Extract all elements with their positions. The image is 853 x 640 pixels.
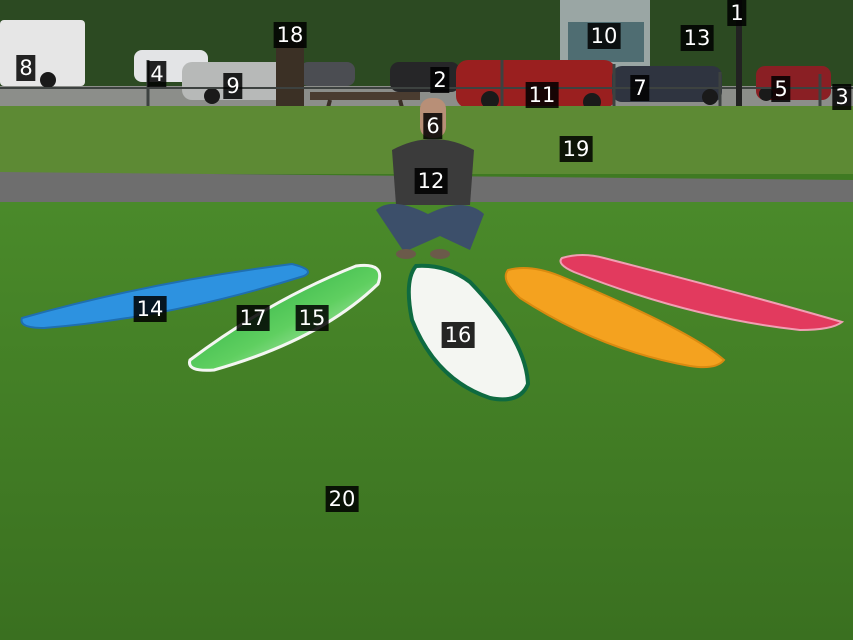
tree-trunk bbox=[276, 40, 304, 112]
label-tag-1: 1 bbox=[727, 0, 747, 26]
label-tag-7: 7 bbox=[630, 75, 650, 101]
label-tag-19: 19 bbox=[559, 136, 593, 162]
person-shoe-left bbox=[396, 249, 416, 259]
label-tag-6: 6 bbox=[423, 113, 443, 139]
person-shoe-right bbox=[430, 249, 450, 259]
surfboard-red bbox=[559, 254, 845, 332]
label-tag-17: 17 bbox=[236, 305, 270, 331]
person-legs bbox=[376, 203, 484, 252]
surfboard-green bbox=[188, 263, 382, 372]
label-tag-10: 10 bbox=[587, 23, 621, 49]
label-tag-2: 2 bbox=[430, 67, 450, 93]
label-tag-20: 20 bbox=[325, 486, 359, 512]
label-tag-14: 14 bbox=[133, 296, 167, 322]
label-tag-8: 8 bbox=[16, 55, 36, 81]
label-tag-3: 3 bbox=[832, 84, 852, 110]
picnic-table-top bbox=[310, 92, 420, 100]
label-tag-5: 5 bbox=[771, 76, 791, 102]
pole bbox=[736, 0, 742, 128]
label-tag-16: 16 bbox=[441, 322, 475, 348]
dark-car-back bbox=[300, 62, 355, 86]
label-tag-18: 18 bbox=[273, 22, 307, 48]
label-tag-15: 15 bbox=[295, 305, 329, 331]
surfboard-yellow bbox=[504, 267, 726, 369]
label-tag-4: 4 bbox=[147, 61, 167, 87]
label-tag-11: 11 bbox=[525, 82, 559, 108]
label-tag-9: 9 bbox=[223, 73, 243, 99]
label-tag-12: 12 bbox=[414, 168, 448, 194]
label-tag-13: 13 bbox=[680, 25, 714, 51]
